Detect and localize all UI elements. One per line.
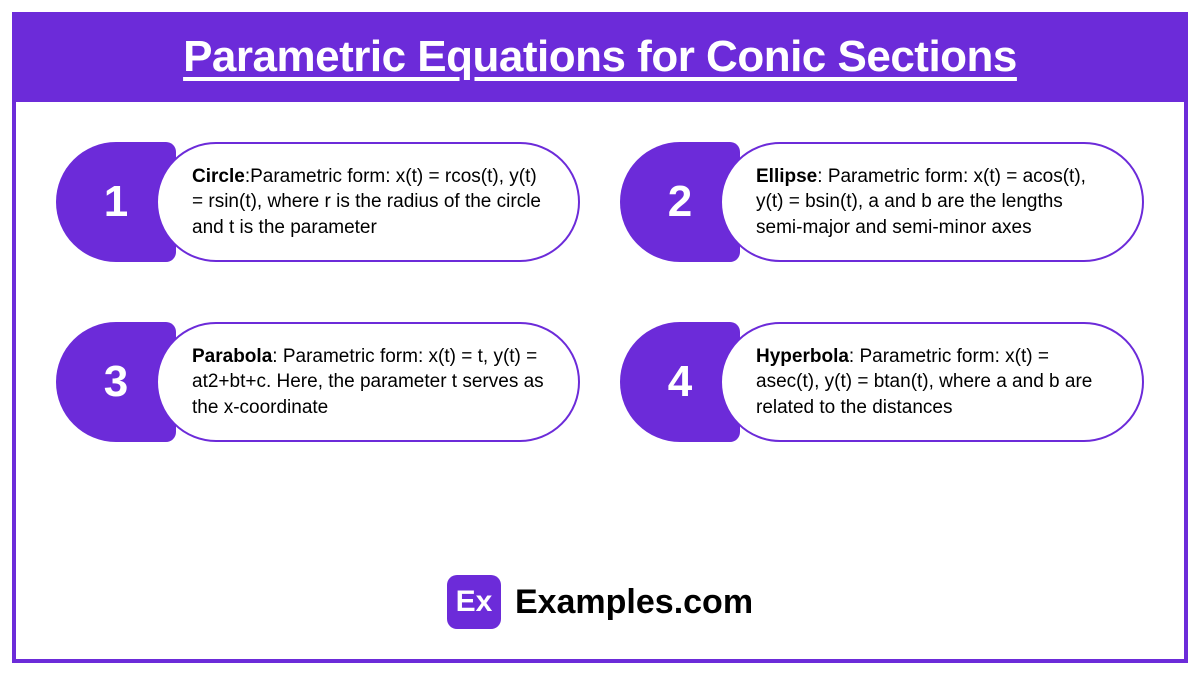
card-text: Parabola: Parametric form: x(t) = t, y(t… [192, 344, 550, 421]
card-body: Circle:Parametric form: x(t) = rcos(t), … [156, 142, 580, 262]
card-sep: : [817, 166, 828, 187]
card-bold: Hyperbola [756, 346, 849, 367]
page-title: Parametric Equations for Conic Sections [26, 32, 1174, 82]
brand-text: Examples.com [515, 583, 753, 622]
card-text: Ellipse: Parametric form: x(t) = acos(t)… [756, 164, 1114, 241]
card-sep: : [272, 346, 283, 367]
card-bold: Ellipse [756, 166, 817, 187]
logo-icon: Ex [447, 575, 501, 629]
card-bold: Parabola [192, 346, 272, 367]
card-body: Hyperbola: Parametric form: x(t) = asec(… [720, 322, 1144, 442]
card-sep: : [849, 346, 860, 367]
card-circle: 1 Circle:Parametric form: x(t) = rcos(t)… [56, 142, 580, 262]
title-bar: Parametric Equations for Conic Sections [16, 16, 1184, 102]
footer: Ex Examples.com [16, 575, 1184, 629]
card-text: Hyperbola: Parametric form: x(t) = asec(… [756, 344, 1114, 421]
card-ellipse: 2 Ellipse: Parametric form: x(t) = acos(… [620, 142, 1144, 262]
card-bold: Circle [192, 166, 245, 187]
card-hyperbola: 4 Hyperbola: Parametric form: x(t) = ase… [620, 322, 1144, 442]
card-parabola: 3 Parabola: Parametric form: x(t) = t, y… [56, 322, 580, 442]
outer-frame: Parametric Equations for Conic Sections … [12, 12, 1188, 663]
card-body: Ellipse: Parametric form: x(t) = acos(t)… [720, 142, 1144, 262]
card-body: Parabola: Parametric form: x(t) = t, y(t… [156, 322, 580, 442]
card-text: Circle:Parametric form: x(t) = rcos(t), … [192, 164, 550, 241]
card-grid: 1 Circle:Parametric form: x(t) = rcos(t)… [16, 102, 1184, 442]
